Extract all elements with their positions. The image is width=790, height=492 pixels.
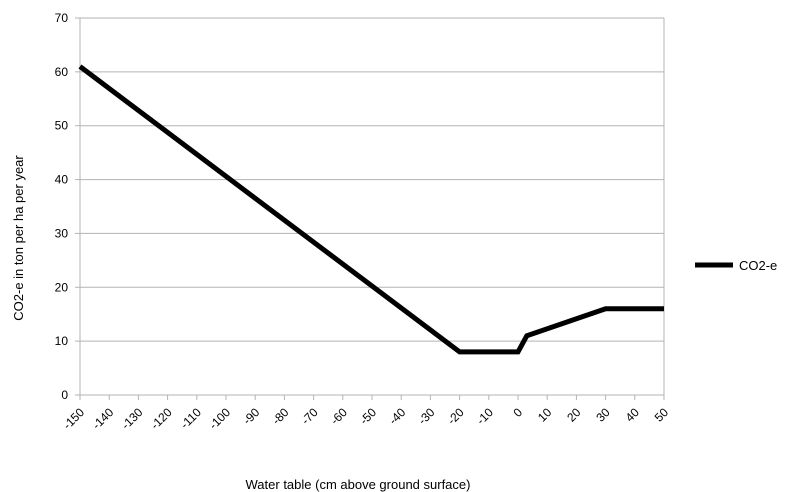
- x-tick-label: -40: [386, 405, 408, 427]
- y-axis-title: CO2-e in ton per ha per year: [11, 155, 26, 321]
- x-tick-label: -20: [445, 405, 467, 427]
- x-tick-label: -30: [415, 405, 437, 427]
- y-tick-label: 60: [55, 65, 69, 79]
- y-tick-label: 0: [61, 388, 68, 402]
- gridlines: [80, 17, 664, 342]
- x-tick-label: -80: [269, 405, 291, 427]
- x-tick-label: 40: [623, 405, 643, 425]
- x-tick-label: -150: [60, 405, 87, 432]
- x-tick-label: -50: [357, 405, 379, 427]
- x-tick-label: -90: [240, 405, 262, 427]
- x-tick-label: -70: [299, 405, 321, 427]
- y-tick-label: 40: [55, 173, 69, 187]
- y-tick-label: 30: [55, 226, 69, 240]
- x-tick-label: 30: [593, 405, 613, 425]
- x-tick-label: 0: [510, 405, 525, 420]
- y-tick-label: 50: [55, 119, 69, 133]
- y-tick-labels: 0 10 20 30 40 50 60 70: [55, 11, 69, 402]
- y-tick-label: 20: [55, 280, 69, 294]
- x-tick-label: -60: [328, 405, 350, 427]
- x-tick-label: 50: [652, 405, 672, 425]
- series-line-co2e: [78, 64, 664, 355]
- x-tick-label: -110: [178, 405, 204, 431]
- y-tick-label: 10: [55, 334, 69, 348]
- x-tick-label: 20: [564, 405, 584, 425]
- x-tick-label: -140: [89, 405, 116, 432]
- x-tick-label: 10: [535, 405, 555, 425]
- x-tick-label: -120: [148, 405, 175, 432]
- legend: CO2-e: [695, 258, 777, 273]
- y-tick-label: 70: [55, 11, 69, 25]
- x-tick-label: -100: [206, 405, 233, 432]
- x-tick-label: -130: [119, 405, 146, 432]
- series-layer: [78, 64, 664, 355]
- x-tick-labels: -150 -140 -130 -120 -110 -100 -90 -80 -70 -60 -50-…: [60, 405, 671, 432]
- x-axis-title: Water table (cm above ground surface): [246, 477, 471, 492]
- x-tick-label: -10: [474, 405, 496, 427]
- legend-label: CO2-e: [739, 258, 777, 273]
- axes: [75, 17, 665, 400]
